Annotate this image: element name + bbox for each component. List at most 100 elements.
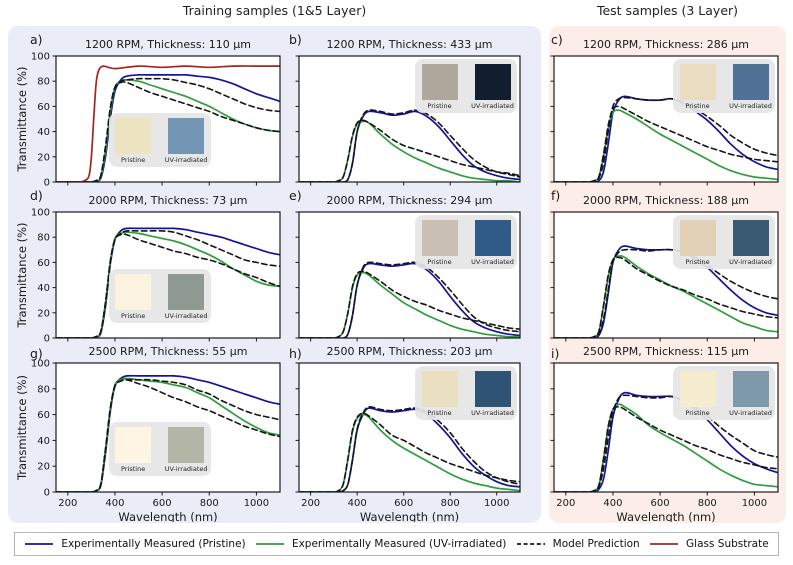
x-tick-label: 800: [200, 498, 219, 509]
sample-photos-inset-f: Pristine UV-irradiated: [673, 215, 775, 269]
panel-d: d) 2000 RPM, Thickness: 73 μm 0 20 40 60 80 100…: [16, 186, 284, 344]
pristine-sample-label: Pristine: [427, 258, 452, 266]
axes-frame: [55, 55, 281, 183]
sample-pristine: Pristine: [675, 371, 721, 417]
axes-frame: [298, 362, 521, 493]
y-tick-label: 60: [37, 102, 50, 113]
sample-photos-inset-g: Pristine UV-irradiated: [108, 421, 211, 476]
sample-photos-inset-h: Pristine UV-irradiated: [415, 366, 517, 420]
panel-title-h: 2500 RPM, Thickness: 203 μm: [326, 345, 492, 358]
series-model-uv-line: [299, 412, 520, 492]
pristine-sample-swatch: [421, 64, 458, 100]
sample-uv: UV-irradiated: [728, 371, 774, 417]
panel-letter-i: i): [551, 346, 559, 361]
series-model-uv-line: [554, 105, 778, 182]
y-tick-label: 100: [31, 359, 50, 370]
sample-photos-inset-e: Pristine UV-irradiated: [415, 215, 517, 269]
series-pristine-line: [554, 245, 778, 338]
training-section-title: Training samples (1&5 Layer): [182, 3, 367, 18]
uv-sample-label: UV-irradiated: [471, 102, 514, 110]
panel-title-b: 1200 RPM, Thickness: 433 μm: [326, 38, 492, 51]
y-tick-label: 40: [37, 283, 50, 294]
panel-title-i: 2500 RPM, Thickness: 115 μm: [583, 345, 749, 358]
panel-f: f) 2000 RPM, Thickness: 188 μm Pristine UV-…: [548, 186, 784, 344]
sample-pristine: Pristine: [675, 64, 721, 110]
pristine-sample-label: Pristine: [121, 464, 146, 473]
uv-sample-label: UV-irradiated: [471, 258, 514, 266]
series-model-uv-line: [56, 378, 280, 492]
sample-pristine: Pristine: [417, 371, 463, 417]
series-uv-line: [299, 120, 520, 182]
axes-frame: [553, 55, 779, 183]
series-uv-line: [56, 79, 280, 182]
pristine-sample-label: Pristine: [121, 312, 146, 321]
legend-item-pristine: Experimentally Measured (Pristine): [24, 538, 246, 550]
panel-letter-a: a): [30, 32, 43, 47]
x-tick-label: 800: [698, 498, 717, 509]
pristine-sample-label: Pristine: [685, 258, 710, 266]
axes-frame: [553, 362, 779, 493]
uv-sample-swatch: [474, 371, 511, 407]
y-axis-label: Transmittance (%): [16, 222, 29, 328]
y-tick-label: 0: [44, 334, 50, 345]
series-model-pristine-line: [554, 96, 778, 182]
sample-pristine: Pristine: [675, 220, 721, 266]
pristine-sample-swatch: [679, 220, 716, 256]
x-tick-label: 200: [58, 498, 77, 509]
y-tick-label: 0: [44, 488, 50, 499]
uv-sample-swatch: [168, 426, 205, 463]
uv-sample-label: UV-irradiated: [471, 409, 514, 417]
panel-title-e: 2000 RPM, Thickness: 294 μm: [326, 194, 492, 207]
legend-box: Experimentally Measured (Pristine) Experi…: [14, 532, 779, 556]
legend-label-uv: Experimentally Measured (UV-irradiated): [291, 538, 507, 550]
series-uv-line: [299, 271, 520, 338]
sample-pristine: Pristine: [110, 274, 156, 320]
axes-frame: [55, 362, 281, 493]
uv-sample-swatch: [168, 118, 205, 155]
plot-a: a) 1200 RPM, Thickness: 110 μm 0 20 40 60 80 10…: [16, 32, 281, 188]
plot-h: h) 2500 RPM, Thickness: 203 μm 200 400 600 80…: [289, 345, 521, 522]
uv-sample-label: UV-irradiated: [164, 312, 208, 321]
y-tick-label: 20: [37, 462, 50, 473]
legend-line-uv-icon: [255, 543, 284, 545]
y-axis-label: Transmittance (%): [16, 375, 29, 481]
legend-line-glass-icon: [650, 543, 679, 545]
panel-a: a) 1200 RPM, Thickness: 110 μm 0 20 40 60 80 10…: [16, 30, 284, 188]
sample-uv: UV-irradiated: [470, 220, 516, 266]
panel-title-f: 2000 RPM, Thickness: 188 μm: [583, 194, 749, 207]
sample-photos-inset-b: Pristine UV-irradiated: [415, 59, 517, 113]
legend-line-model-icon: [516, 543, 545, 545]
panel-h: h) 2500 RPM, Thickness: 203 μm 200 400 600 80…: [284, 344, 524, 522]
pristine-sample-swatch: [115, 274, 152, 311]
y-tick-label: 80: [37, 233, 50, 244]
x-tick-label: 600: [394, 498, 413, 509]
panel-i: i) 2500 RPM, Thickness: 115 μm 200 400 600 80…: [548, 344, 784, 522]
series-model-uv-line: [299, 270, 520, 338]
series-model-uv-line: [554, 406, 778, 492]
pristine-sample-swatch: [421, 371, 458, 407]
pristine-sample-swatch: [679, 64, 716, 100]
y-tick-label: 20: [37, 308, 50, 319]
panel-b: b) 1200 RPM, Thickness: 433 μm Pristine UV-…: [284, 30, 524, 188]
x-tick-label: 600: [651, 498, 670, 509]
uv-sample-label: UV-irradiated: [729, 102, 772, 110]
panel-letter-g: g): [30, 346, 43, 361]
axes-frame: [298, 55, 521, 183]
panel-title-c: 1200 RPM, Thickness: 286 μm: [583, 38, 749, 51]
panel-letter-b: b): [289, 32, 302, 47]
panel-letter-h: h): [289, 346, 302, 361]
uv-sample-swatch: [732, 220, 769, 256]
uv-sample-label: UV-irradiated: [164, 156, 208, 165]
y-tick-label: 20: [37, 152, 50, 163]
pristine-sample-swatch: [679, 371, 716, 407]
panel-letter-d: d): [30, 188, 43, 203]
plot-c: c) 1200 RPM, Thickness: 286 μm: [550, 32, 779, 186]
y-tick-label: 60: [37, 410, 50, 421]
x-axis-label: Wavelength (nm): [118, 510, 217, 522]
x-tick-label: 400: [603, 498, 622, 509]
x-tick-label: 800: [441, 498, 460, 509]
legend-item-model: Model Prediction: [516, 538, 640, 550]
x-tick-label: 400: [105, 498, 124, 509]
panel-title-a: 1200 RPM, Thickness: 110 μm: [85, 38, 251, 51]
